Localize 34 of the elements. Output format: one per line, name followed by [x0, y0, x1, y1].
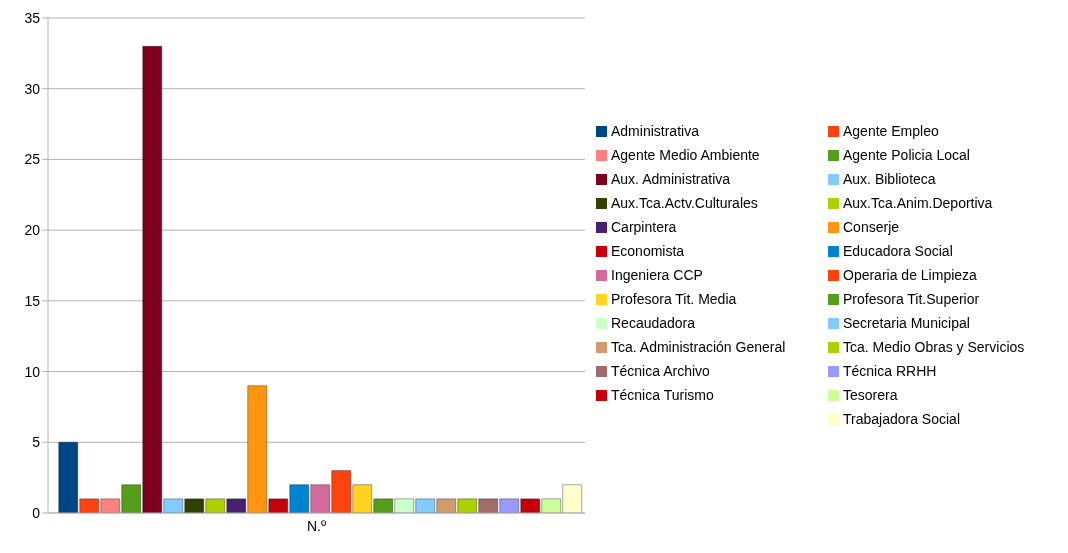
- y-tick-label: 5: [32, 434, 41, 451]
- legend-label: Profesora Tit. Media: [611, 291, 737, 307]
- legend-label: Administrativa: [611, 123, 699, 139]
- legend-label: Recaudadora: [611, 315, 696, 331]
- legend-label: Aux. Administrativa: [611, 171, 731, 187]
- legend-label: Economista: [611, 243, 685, 259]
- y-tick-label: 10: [24, 363, 41, 380]
- legend-label: Agente Medio Ambiente: [611, 147, 760, 163]
- y-tick-label: 35: [24, 9, 41, 26]
- legend-label: Carpintera: [611, 219, 677, 235]
- x-tick-label: N.º: [306, 517, 327, 534]
- legend-label: Ingeniera CCP: [611, 267, 703, 283]
- legend-label: Tesorera: [843, 387, 898, 403]
- legend-label: Aux. Biblioteca: [843, 171, 936, 187]
- legend-label: Agente Policia Local: [843, 147, 970, 163]
- legend-label: Técnica Archivo: [611, 363, 710, 379]
- y-tick-label: 0: [32, 504, 41, 521]
- y-tick-label: 25: [24, 151, 41, 168]
- legend-label: Tca. Medio Obras y Servicios: [843, 339, 1025, 355]
- legend-label: Aux.Tca.Anim.Deportiva: [843, 195, 993, 211]
- legend-label: Técnica Turismo: [611, 387, 714, 403]
- legend-label: Agente Empleo: [843, 123, 939, 139]
- legend-label: Tca. Administración General: [611, 339, 786, 355]
- legend-label: Aux.Tca.Actv.Culturales: [611, 195, 758, 211]
- legend-label: Profesora Tit.Superior: [843, 291, 980, 307]
- y-tick-label: 30: [24, 80, 41, 97]
- legend-label: Educadora Social: [843, 243, 953, 259]
- legend-label: Técnica RRHH: [843, 363, 937, 379]
- legend-label: Conserje: [843, 219, 900, 235]
- y-tick-label: 20: [24, 222, 41, 239]
- legend-label: Operaria de Limpieza: [843, 267, 977, 283]
- legend-label: Trabajadora Social: [843, 411, 960, 427]
- y-tick-label: 15: [24, 292, 41, 309]
- legend-label: Secretaria Municipal: [843, 315, 970, 331]
